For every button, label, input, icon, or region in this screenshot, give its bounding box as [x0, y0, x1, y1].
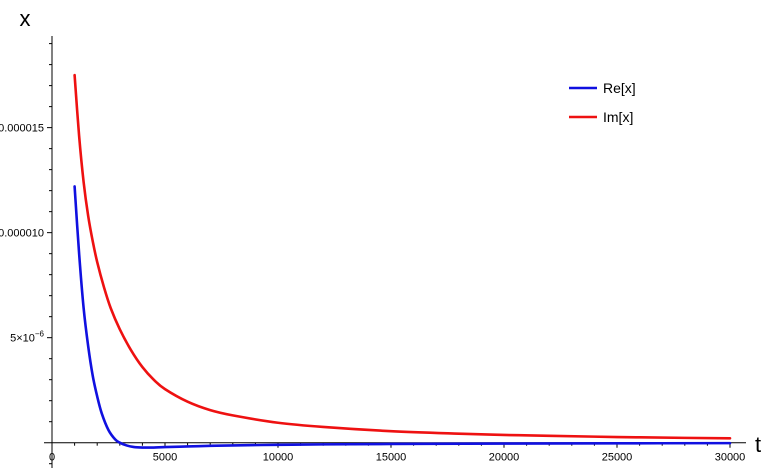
series-line-re — [73, 185, 732, 449]
x-axis-title: t — [755, 432, 761, 457]
legend-label-re: Re[x] — [603, 80, 636, 96]
y-tick-label: 0.000010 — [0, 228, 44, 240]
series-layer — [73, 73, 732, 449]
y-tick-exponent: −6 — [35, 330, 45, 339]
series-line-im — [73, 73, 732, 440]
legend-label-im: Im[x] — [603, 109, 633, 125]
x-tick-label: 0 — [49, 452, 55, 464]
x-tick-label: 25000 — [602, 452, 633, 464]
y-tick-label: 0.000015 — [0, 123, 44, 135]
x-tick-label: 20000 — [489, 452, 520, 464]
x-tick-label: 5000 — [153, 452, 177, 464]
y-axis-title: x — [20, 6, 31, 31]
legend: Re[x] Im[x] — [569, 80, 636, 125]
ticks: 0 5000 10000 15000 20000 25000 30000 5×10−6 0.00… — [0, 43, 746, 465]
legend-item-im: Im[x] — [569, 109, 633, 125]
axes — [44, 36, 746, 468]
x-tick-label: 15000 — [376, 452, 407, 464]
x-tick-label: 30000 — [715, 452, 746, 464]
legend-item-re: Re[x] — [569, 80, 636, 96]
x-tick-label: 10000 — [263, 452, 294, 464]
y-tick-label: 5×10−6 — [10, 330, 44, 345]
